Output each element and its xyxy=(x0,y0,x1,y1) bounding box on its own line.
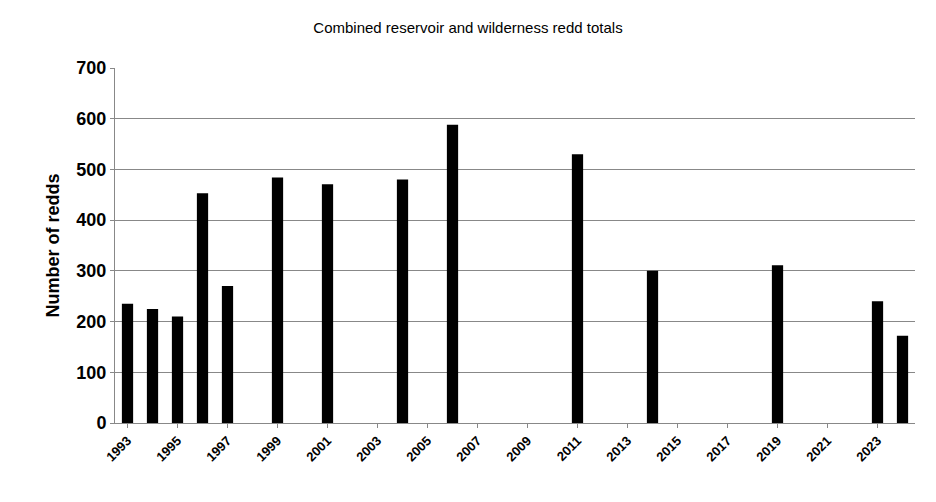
svg-text:2009: 2009 xyxy=(503,433,534,464)
svg-text:2017: 2017 xyxy=(703,433,734,464)
svg-text:1999: 1999 xyxy=(253,433,284,464)
svg-text:400: 400 xyxy=(76,210,106,230)
svg-text:2011: 2011 xyxy=(554,433,585,464)
svg-text:100: 100 xyxy=(76,363,106,383)
svg-text:600: 600 xyxy=(76,109,106,129)
svg-text:2005: 2005 xyxy=(403,433,434,464)
svg-text:2001: 2001 xyxy=(303,433,334,464)
svg-text:2023: 2023 xyxy=(853,433,884,464)
svg-text:300: 300 xyxy=(76,261,106,281)
svg-text:200: 200 xyxy=(76,312,106,332)
svg-text:2013: 2013 xyxy=(603,433,634,464)
svg-text:Combined reservoir and wildern: Combined reservoir and wilderness redd t… xyxy=(313,19,622,36)
svg-text:1995: 1995 xyxy=(153,433,184,464)
svg-text:Number of redds: Number of redds xyxy=(43,173,63,317)
svg-text:1993: 1993 xyxy=(103,433,134,464)
svg-text:1997: 1997 xyxy=(203,433,234,464)
svg-text:700: 700 xyxy=(76,58,106,78)
svg-text:2021: 2021 xyxy=(803,433,834,464)
svg-text:2007: 2007 xyxy=(453,433,484,464)
svg-text:2015: 2015 xyxy=(653,433,684,464)
svg-text:2019: 2019 xyxy=(753,433,784,464)
svg-text:0: 0 xyxy=(96,413,106,433)
svg-text:2003: 2003 xyxy=(353,433,384,464)
svg-text:500: 500 xyxy=(76,160,106,180)
